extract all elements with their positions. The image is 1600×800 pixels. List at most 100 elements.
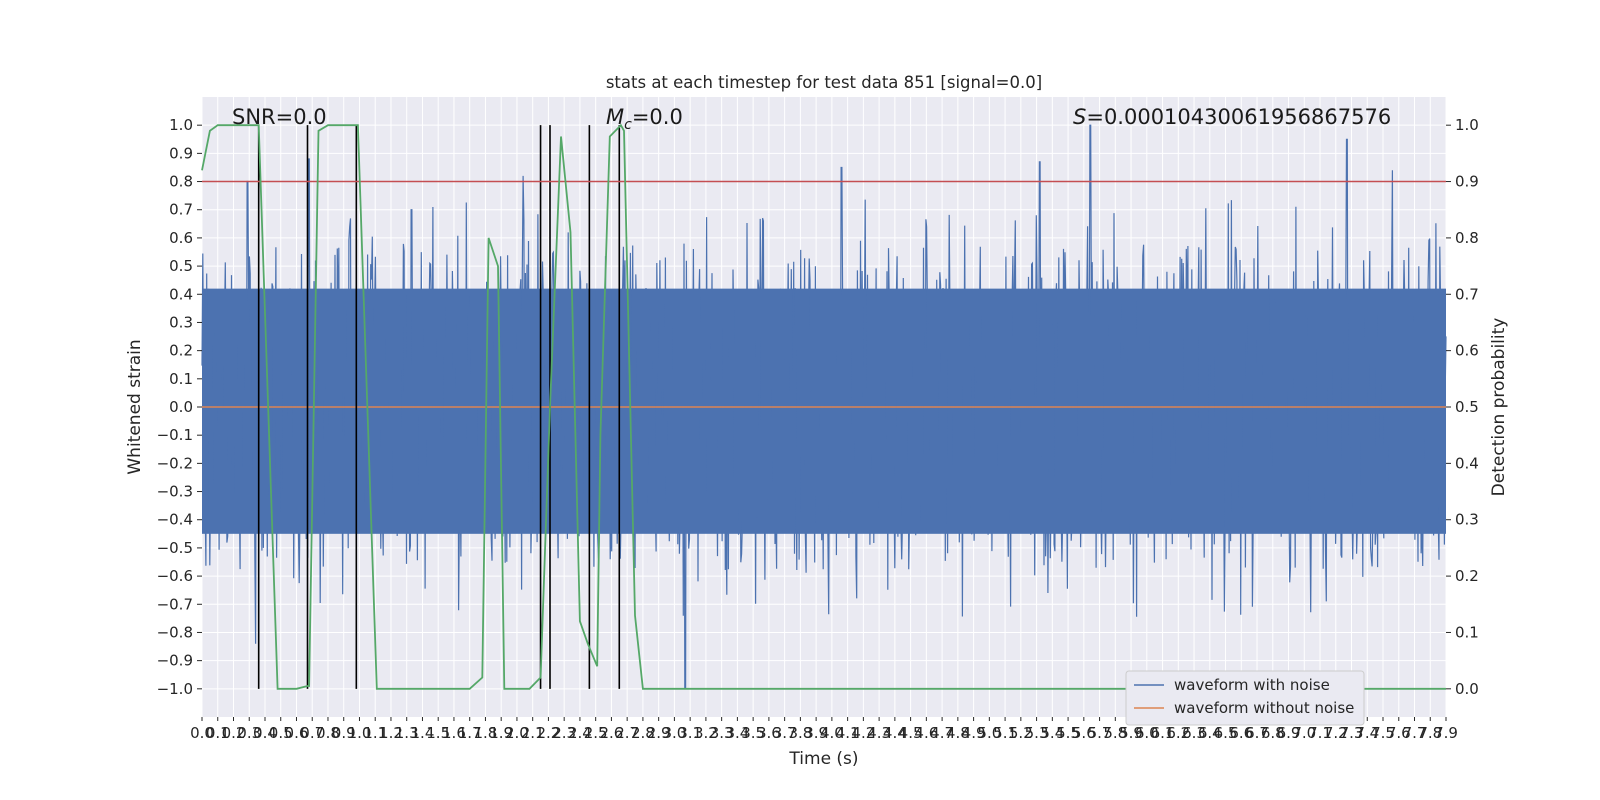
y-tick-label-left: 1.0 [169, 116, 193, 134]
x-tick-label: 1.4 [411, 724, 435, 742]
y-tick-label-left: 0.7 [169, 201, 193, 219]
y-ticks-right: 1.0 0.9 0.8 0.7 0.6 0.5 0.4 0.3 0.2 0.1 0.0 [1446, 116, 1479, 698]
y-tick-label-left: −0.6 [157, 567, 193, 585]
y-tick-label-left: −0.4 [157, 511, 193, 529]
y-tick-label-right: 0.4 [1455, 454, 1479, 472]
x-tick-label: 0.2 [222, 724, 246, 742]
x-tick-label: 2.5 [584, 724, 608, 742]
x-tick-label: 3.0 [662, 724, 686, 742]
x-tick-label: 5.5 [1056, 724, 1080, 742]
x-tick-label: 4.9 [962, 724, 986, 742]
x-tick-label: 7.5 [1371, 724, 1395, 742]
x-tick-label: 5.3 [1025, 724, 1049, 742]
x-tick-label: 0.1 [206, 724, 230, 742]
x-tick-label: 7.9 [1434, 724, 1458, 742]
x-tick-label: 7.0 [1292, 724, 1316, 742]
x-tick-label: 7.1 [1308, 724, 1332, 742]
legend-box [1125, 670, 1365, 726]
x-tick-label: 4.5 [899, 724, 923, 742]
x-tick-label: 7.2 [1324, 724, 1348, 742]
y-tick-label-left: 0.6 [169, 229, 193, 247]
legend-clean-label: waveform without noise [1174, 699, 1354, 717]
y-tick-label-left: 0.3 [169, 313, 193, 331]
x-tick-label: 4.7 [930, 724, 954, 742]
x-tick-label: 7.6 [1387, 724, 1411, 742]
y-tick-label-left: −0.7 [157, 595, 193, 613]
x-tick-label: 6.2 [1166, 724, 1190, 742]
x-tick-label: 3.6 [757, 724, 781, 742]
x-tick-label: 6.8 [1261, 724, 1285, 742]
chart-title: stats at each timestep for test data 851… [606, 73, 1042, 92]
y-tick-label-left: 0.4 [169, 285, 193, 303]
x-tick-label: 4.3 [867, 724, 891, 742]
x-tick-label: 1.5 [426, 724, 450, 742]
probability-curve [201, 123, 1446, 690]
x-tick-label: 1.7 [458, 724, 482, 742]
x-tick-label: 5.1 [993, 724, 1017, 742]
x-tick-label: 5.4 [1040, 724, 1064, 742]
x-tick-label: 7.4 [1355, 724, 1379, 742]
x-tick-label: 4.8 [946, 724, 970, 742]
y-tick-label-right: 0.3 [1455, 511, 1479, 529]
y-axis-label-right: Detection probability [1489, 318, 1509, 497]
y-tick-label-left: −0.3 [157, 483, 193, 501]
x-tick-label: 2.1 [521, 724, 545, 742]
x-tick-label: 5.9 [1119, 724, 1143, 742]
x-tick-label: 3.8 [788, 724, 812, 742]
x-tick-label: 0.8 [316, 724, 340, 742]
x-tick-label: 3.4 [725, 724, 749, 742]
x-tick-label: 5.6 [1072, 724, 1096, 742]
x-tick-label: 2.7 [615, 724, 639, 742]
x-tick-label: 6.0 [1135, 724, 1159, 742]
y-tick-label-left: 0.2 [169, 342, 193, 360]
y-tick-label-left: 0.1 [169, 370, 193, 388]
y-tick-label-right: 1.0 [1455, 116, 1479, 134]
x-tick-label: 4.6 [914, 724, 938, 742]
legend: waveform with noise waveform without noi… [1125, 670, 1365, 726]
x-tick-label: 6.3 [1182, 724, 1206, 742]
x-tick-label: 1.1 [363, 724, 387, 742]
x-tick-label: 3.7 [773, 724, 797, 742]
x-tick-label: 4.0 [820, 724, 844, 742]
x-tick-label: 6.4 [1198, 724, 1222, 742]
x-axis-label: Time (s) [788, 749, 858, 769]
x-tick-label: 0.5 [269, 724, 293, 742]
x-tick-label: 0.7 [300, 724, 324, 742]
x-tick-label: 5.2 [1009, 724, 1033, 742]
y-tick-label-right: 0.9 [1455, 173, 1479, 191]
y-tick-label-left: −0.9 [157, 652, 193, 670]
x-tick-label: 0.9 [332, 724, 356, 742]
x-tick-label: 2.8 [631, 724, 655, 742]
y-tick-label-left: 0.8 [169, 173, 193, 191]
y-tick-label-left: −0.5 [157, 539, 193, 557]
y-tick-label-left: −0.8 [157, 623, 193, 641]
y-axis-label-left: Whitened strain [125, 339, 145, 474]
x-ticks: 0.00.10.20.30.40.50.60.70.80.91.01.11.21… [190, 717, 1458, 742]
x-tick-label: 2.6 [599, 724, 623, 742]
probability-trace [201, 123, 1446, 690]
y-ticks-left: 1.0 0.9 0.8 0.7 0.6 0.5 0.4 0.3 0.2 0.1 0.0 −0.1 −0.… [157, 116, 202, 698]
x-tick-label: 4.2 [851, 724, 875, 742]
x-tick-label: 3.3 [710, 724, 734, 742]
x-tick-label: 2.3 [552, 724, 576, 742]
x-tick-label: 5.8 [1103, 724, 1127, 742]
x-tick-label: 6.1 [1151, 724, 1175, 742]
x-tick-label: 2.0 [505, 724, 529, 742]
x-tick-label: 0.0 [190, 724, 214, 742]
y-tick-label-right: 0.1 [1455, 623, 1479, 641]
y-tick-label-left: 0.0 [169, 398, 193, 416]
x-tick-label: 4.1 [836, 724, 860, 742]
x-tick-label: 6.7 [1245, 724, 1269, 742]
noise-trace [201, 124, 1447, 690]
x-tick-label: 6.9 [1277, 724, 1301, 742]
y-tick-label-left: −1.0 [157, 680, 193, 698]
noise-waveform [201, 124, 1447, 690]
x-tick-label: 0.3 [237, 724, 261, 742]
x-tick-label: 0.4 [253, 724, 277, 742]
x-tick-label: 7.7 [1403, 724, 1427, 742]
y-tick-label-right: 0.7 [1455, 285, 1479, 303]
y-tick-label-left: −0.1 [157, 426, 193, 444]
x-tick-label: 1.6 [442, 724, 466, 742]
x-tick-label: 0.6 [285, 724, 309, 742]
